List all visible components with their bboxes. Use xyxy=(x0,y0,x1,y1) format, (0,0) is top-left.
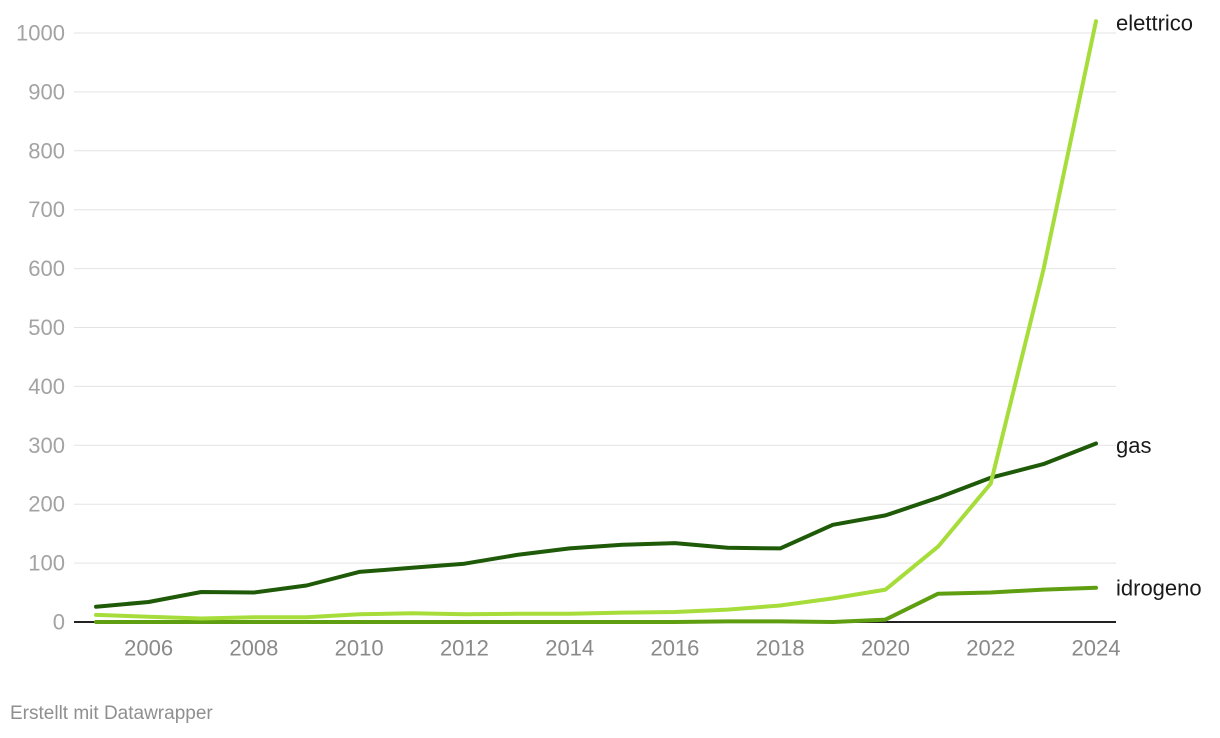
x-tick-label: 2014 xyxy=(545,636,594,661)
x-tick-label: 2022 xyxy=(966,636,1015,661)
x-axis-tick-labels: 2006 2008 2010 2012 2014 2016 2018 2020 2022 2024 xyxy=(124,636,1120,661)
x-tick-label: 2010 xyxy=(335,636,384,661)
y-axis-tick-labels: 0 100 200 300 400 500 600 700 800 900 1000 xyxy=(16,21,65,635)
series-label-idrogeno: idrogeno xyxy=(1116,575,1202,600)
y-tick-label: 200 xyxy=(28,492,65,517)
y-tick-label: 300 xyxy=(28,433,65,458)
x-tick-label: 2018 xyxy=(756,636,805,661)
series-label-gas: gas xyxy=(1116,433,1151,458)
y-tick-label: 700 xyxy=(28,197,65,222)
series-line-elettrico xyxy=(94,19,1098,621)
series-line-idrogeno xyxy=(94,585,1098,624)
series-label-elettrico: elettrico xyxy=(1116,11,1193,36)
y-tick-label: 400 xyxy=(28,374,65,399)
gridlines xyxy=(74,32,1116,623)
y-tick-label: 0 xyxy=(53,610,65,635)
x-tick-label: 2006 xyxy=(124,636,173,661)
series-lines xyxy=(94,19,1098,624)
y-tick-label: 900 xyxy=(28,79,65,104)
y-tick-label: 1000 xyxy=(16,21,65,46)
y-tick-label: 100 xyxy=(28,551,65,576)
x-tick-label: 2016 xyxy=(650,636,699,661)
series-line-gas xyxy=(94,441,1098,609)
series-labels: elettrico gas idrogeno xyxy=(1116,11,1202,601)
y-tick-label: 500 xyxy=(28,315,65,340)
x-tick-label: 2008 xyxy=(229,636,278,661)
credit-text: Erstellt mit Datawrapper xyxy=(10,703,213,724)
x-tick-label: 2012 xyxy=(440,636,489,661)
x-tick-label: 2020 xyxy=(861,636,910,661)
x-tick-label: 2024 xyxy=(1072,636,1121,661)
y-tick-label: 800 xyxy=(28,138,65,163)
y-tick-label: 600 xyxy=(28,256,65,281)
